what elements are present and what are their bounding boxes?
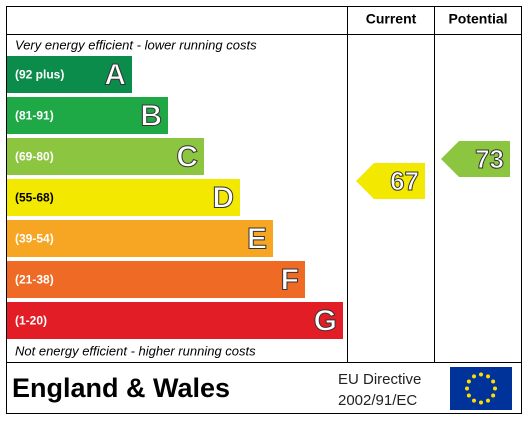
band-range: (92 plus) (15, 68, 64, 82)
directive: EU Directive (338, 371, 421, 388)
band-letter: C (176, 140, 198, 173)
top-note: Very energy efficient - lower running co… (15, 37, 257, 52)
star (479, 400, 483, 405)
band-letter: D (212, 181, 234, 214)
star (493, 386, 497, 391)
star (486, 398, 490, 403)
star (466, 379, 471, 384)
band-letter: G (314, 304, 337, 337)
band-range: (21-38) (15, 273, 54, 287)
band-range: (69-80) (15, 150, 54, 164)
band-letter: A (104, 58, 126, 91)
band-range: (55-68) (15, 191, 54, 205)
band-letter: E (247, 222, 267, 255)
band-bar (7, 97, 168, 134)
star (486, 374, 490, 379)
bottom-note: Not energy efficient - higher running co… (15, 343, 256, 358)
band-bar (7, 261, 305, 298)
potential-arrow (441, 141, 510, 177)
star (466, 393, 471, 398)
current-value: 67 (390, 166, 419, 196)
band-range: (81-91) (15, 109, 54, 123)
potential-value: 73 (475, 144, 504, 174)
band-range: (1-20) (15, 314, 47, 328)
star (465, 386, 469, 391)
band-bar (7, 56, 132, 93)
star (472, 374, 476, 379)
star (491, 393, 496, 398)
region: England & Wales (12, 373, 230, 403)
band-letter: F (281, 263, 299, 296)
band-bar (7, 179, 240, 216)
band-bar (7, 220, 273, 257)
potential-header: Potential (448, 11, 507, 27)
eu-flag (450, 367, 512, 410)
flag-stars (465, 372, 497, 405)
band-letter: B (140, 99, 162, 132)
directive: 2002/91/EC (338, 392, 417, 409)
current-arrow (356, 163, 425, 199)
band-bar (7, 138, 204, 175)
band-range: (39-54) (15, 232, 54, 246)
star (479, 372, 483, 377)
current-header: Current (366, 11, 417, 27)
band-bar (7, 302, 343, 339)
star (491, 379, 496, 384)
star (472, 398, 476, 403)
